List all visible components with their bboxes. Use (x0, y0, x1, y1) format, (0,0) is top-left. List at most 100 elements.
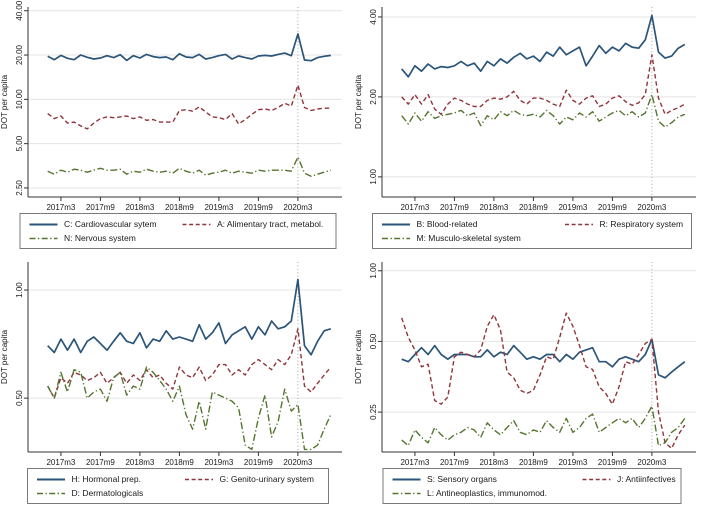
x-tick-label: 2017m9 (86, 203, 115, 212)
legend-entry: D: Dermatologicals (36, 487, 184, 499)
y-tick-label: 4.00 (369, 9, 378, 25)
x-tick-label: 2018m9 (165, 203, 194, 212)
legend-label: N: Nervous system (64, 233, 136, 243)
legend-bottom-right: S: Sensory organs J: Antiinfectives L: Ant… (382, 468, 681, 504)
legend-line-sample (381, 223, 410, 225)
y-tick-label: 0.50 (15, 390, 24, 406)
x-tick-label: 2018m3 (125, 203, 154, 212)
panel-top-right: 1.00 2.00 4.00 DOT per capita 2017m3 2017m9 20… (354, 0, 709, 255)
y-tick-label: 2.00 (369, 89, 378, 105)
y-tick-label: 10.00 (15, 89, 24, 110)
legend-entry: A: Alimentary tract, metabol. (181, 218, 327, 230)
x-tick-label: 2017m3 (46, 458, 75, 467)
legend-bottom-left: H: Hormonal prep. G: Genito-urinary syste… (26, 468, 329, 504)
legend-entry: G: Genito-urinary system (184, 473, 320, 485)
legend-line-sample (36, 492, 65, 494)
legend-label: C: Cardiovascular sytem (64, 219, 157, 229)
chart-cardiovascular-alimentary-nervous: 2.50 5.00 10.00 20.00 40.00 DOT per capita 201… (0, 0, 342, 212)
x-tick-label: 2018m3 (479, 203, 508, 212)
legend-entry: B: Blood-related (381, 218, 564, 230)
y-axis-title: DOT per capita (354, 329, 363, 384)
legend-label: H: Hormonal prep. (71, 474, 141, 484)
legend-line-sample (392, 492, 420, 494)
series-line-S (401, 338, 686, 379)
x-tick-label: 2017m9 (440, 458, 469, 467)
legend-line-sample (381, 237, 410, 239)
x-tick-label: 2019m9 (598, 458, 627, 467)
y-tick-label: 1.00 (15, 282, 24, 298)
series-line-B (401, 14, 686, 78)
series-line-J (401, 312, 686, 450)
legend-line-sample (29, 237, 57, 239)
legend-top-left: C: Cardiovascular sytem A: Alimentary tra… (19, 213, 336, 249)
chart-sensory-antiinfectives-antineoplastics: 0.25 0.50 1.00 DOT per capita 2017m3 2017m9 20… (354, 262, 696, 467)
legend-line-sample (184, 478, 213, 480)
panel-top-left: 2.50 5.00 10.00 20.00 40.00 DOT per capita 201… (0, 0, 355, 255)
y-axis-title: DOT per capita (0, 329, 9, 384)
x-tick-label: 2019m9 (244, 458, 273, 467)
legend-entry: N: Nervous system (28, 232, 181, 244)
y-tick-label: 2.50 (15, 180, 24, 196)
legend-entry: L: Antineoplastics, immunomod. (391, 487, 581, 499)
x-tick-label: 2017m3 (46, 203, 75, 212)
legend-entry: M: Musculo-skeletal system (381, 232, 564, 244)
series-line-H (47, 278, 332, 356)
x-tick-label: 2018m3 (125, 458, 154, 467)
legend-label: J: Antiinfectives (617, 474, 676, 484)
y-tick-label: 1.00 (369, 169, 378, 185)
legend-entry: H: Hormonal prep. (36, 473, 184, 485)
series-line-G (47, 328, 332, 399)
x-tick-label: 2020m3 (637, 203, 666, 212)
x-tick-label: 2020m3 (283, 203, 312, 212)
x-tick-label: 2019m9 (598, 203, 627, 212)
legend-label: L: Antineoplastics, immunomod. (427, 488, 548, 498)
legend-entry: S: Sensory organs (391, 473, 581, 485)
x-tick-label: 2019m3 (558, 203, 587, 212)
series-line-M (401, 93, 686, 128)
x-tick-label: 2017m9 (440, 203, 469, 212)
legend-label: D: Dermatologicals (71, 488, 144, 498)
x-tick-label: 2018m9 (519, 458, 548, 467)
legend-label: R: Respiratory system (599, 219, 684, 229)
x-tick-label: 2019m3 (204, 203, 233, 212)
legend-line-sample (564, 223, 593, 225)
legend-line-sample (182, 223, 210, 225)
legend-line-sample (392, 478, 420, 480)
legend-entry: C: Cardiovascular sytem (28, 218, 181, 230)
y-tick-label: 20.00 (15, 44, 24, 65)
y-axis-title: DOT per capita (354, 74, 363, 129)
x-tick-label: 2018m9 (165, 458, 194, 467)
series-line-R (401, 54, 686, 116)
series-line-C (47, 33, 331, 62)
y-tick-label: 5.00 (15, 135, 24, 151)
x-tick-label: 2020m3 (637, 458, 666, 467)
legend-line-sample (582, 478, 610, 480)
y-tick-label: 0.25 (369, 404, 378, 420)
x-tick-label: 2018m3 (479, 458, 508, 467)
y-tick-label: 40.00 (15, 0, 24, 21)
y-tick-label: 1.00 (369, 262, 378, 278)
x-tick-label: 2019m9 (244, 203, 273, 212)
legend-label: B: Blood-related (416, 219, 478, 229)
legend-top-right: B: Blood-related R: Respiratory system M: … (371, 213, 692, 249)
legend-label: S: Sensory organs (427, 474, 497, 484)
series-line-L (401, 405, 686, 447)
y-tick-label: 0.50 (369, 333, 378, 349)
legend-entry: R: Respiratory system (564, 218, 684, 230)
panel-bottom-left: 0.50 1.00 DOT per capita 2017m3 2017m9 2018m3… (0, 255, 355, 510)
series-line-N (47, 156, 332, 178)
legend-entry: J: Antiinfectives (581, 473, 676, 485)
chart-blood-respiratory-musculoskeletal: 1.00 2.00 4.00 DOT per capita 2017m3 2017m9 20… (354, 7, 696, 212)
x-tick-label: 2020m3 (283, 458, 312, 467)
y-axis-title: DOT per capita (0, 74, 9, 129)
x-tick-label: 2019m3 (558, 458, 587, 467)
x-tick-label: 2018m9 (519, 203, 548, 212)
panel-bottom-right: 0.25 0.50 1.00 DOT per capita 2017m3 2017m9 20… (354, 255, 709, 510)
legend-line-sample (29, 223, 57, 225)
chart-hormonal-genitourinary-dermatologicals: 0.50 1.00 DOT per capita 2017m3 2017m9 2018m3… (0, 262, 342, 467)
legend-label: M: Musculo-skeletal system (416, 233, 521, 243)
legend-label: G: Genito-urinary system (219, 474, 314, 484)
legend-line-sample (36, 478, 65, 480)
x-tick-label: 2019m3 (204, 458, 233, 467)
